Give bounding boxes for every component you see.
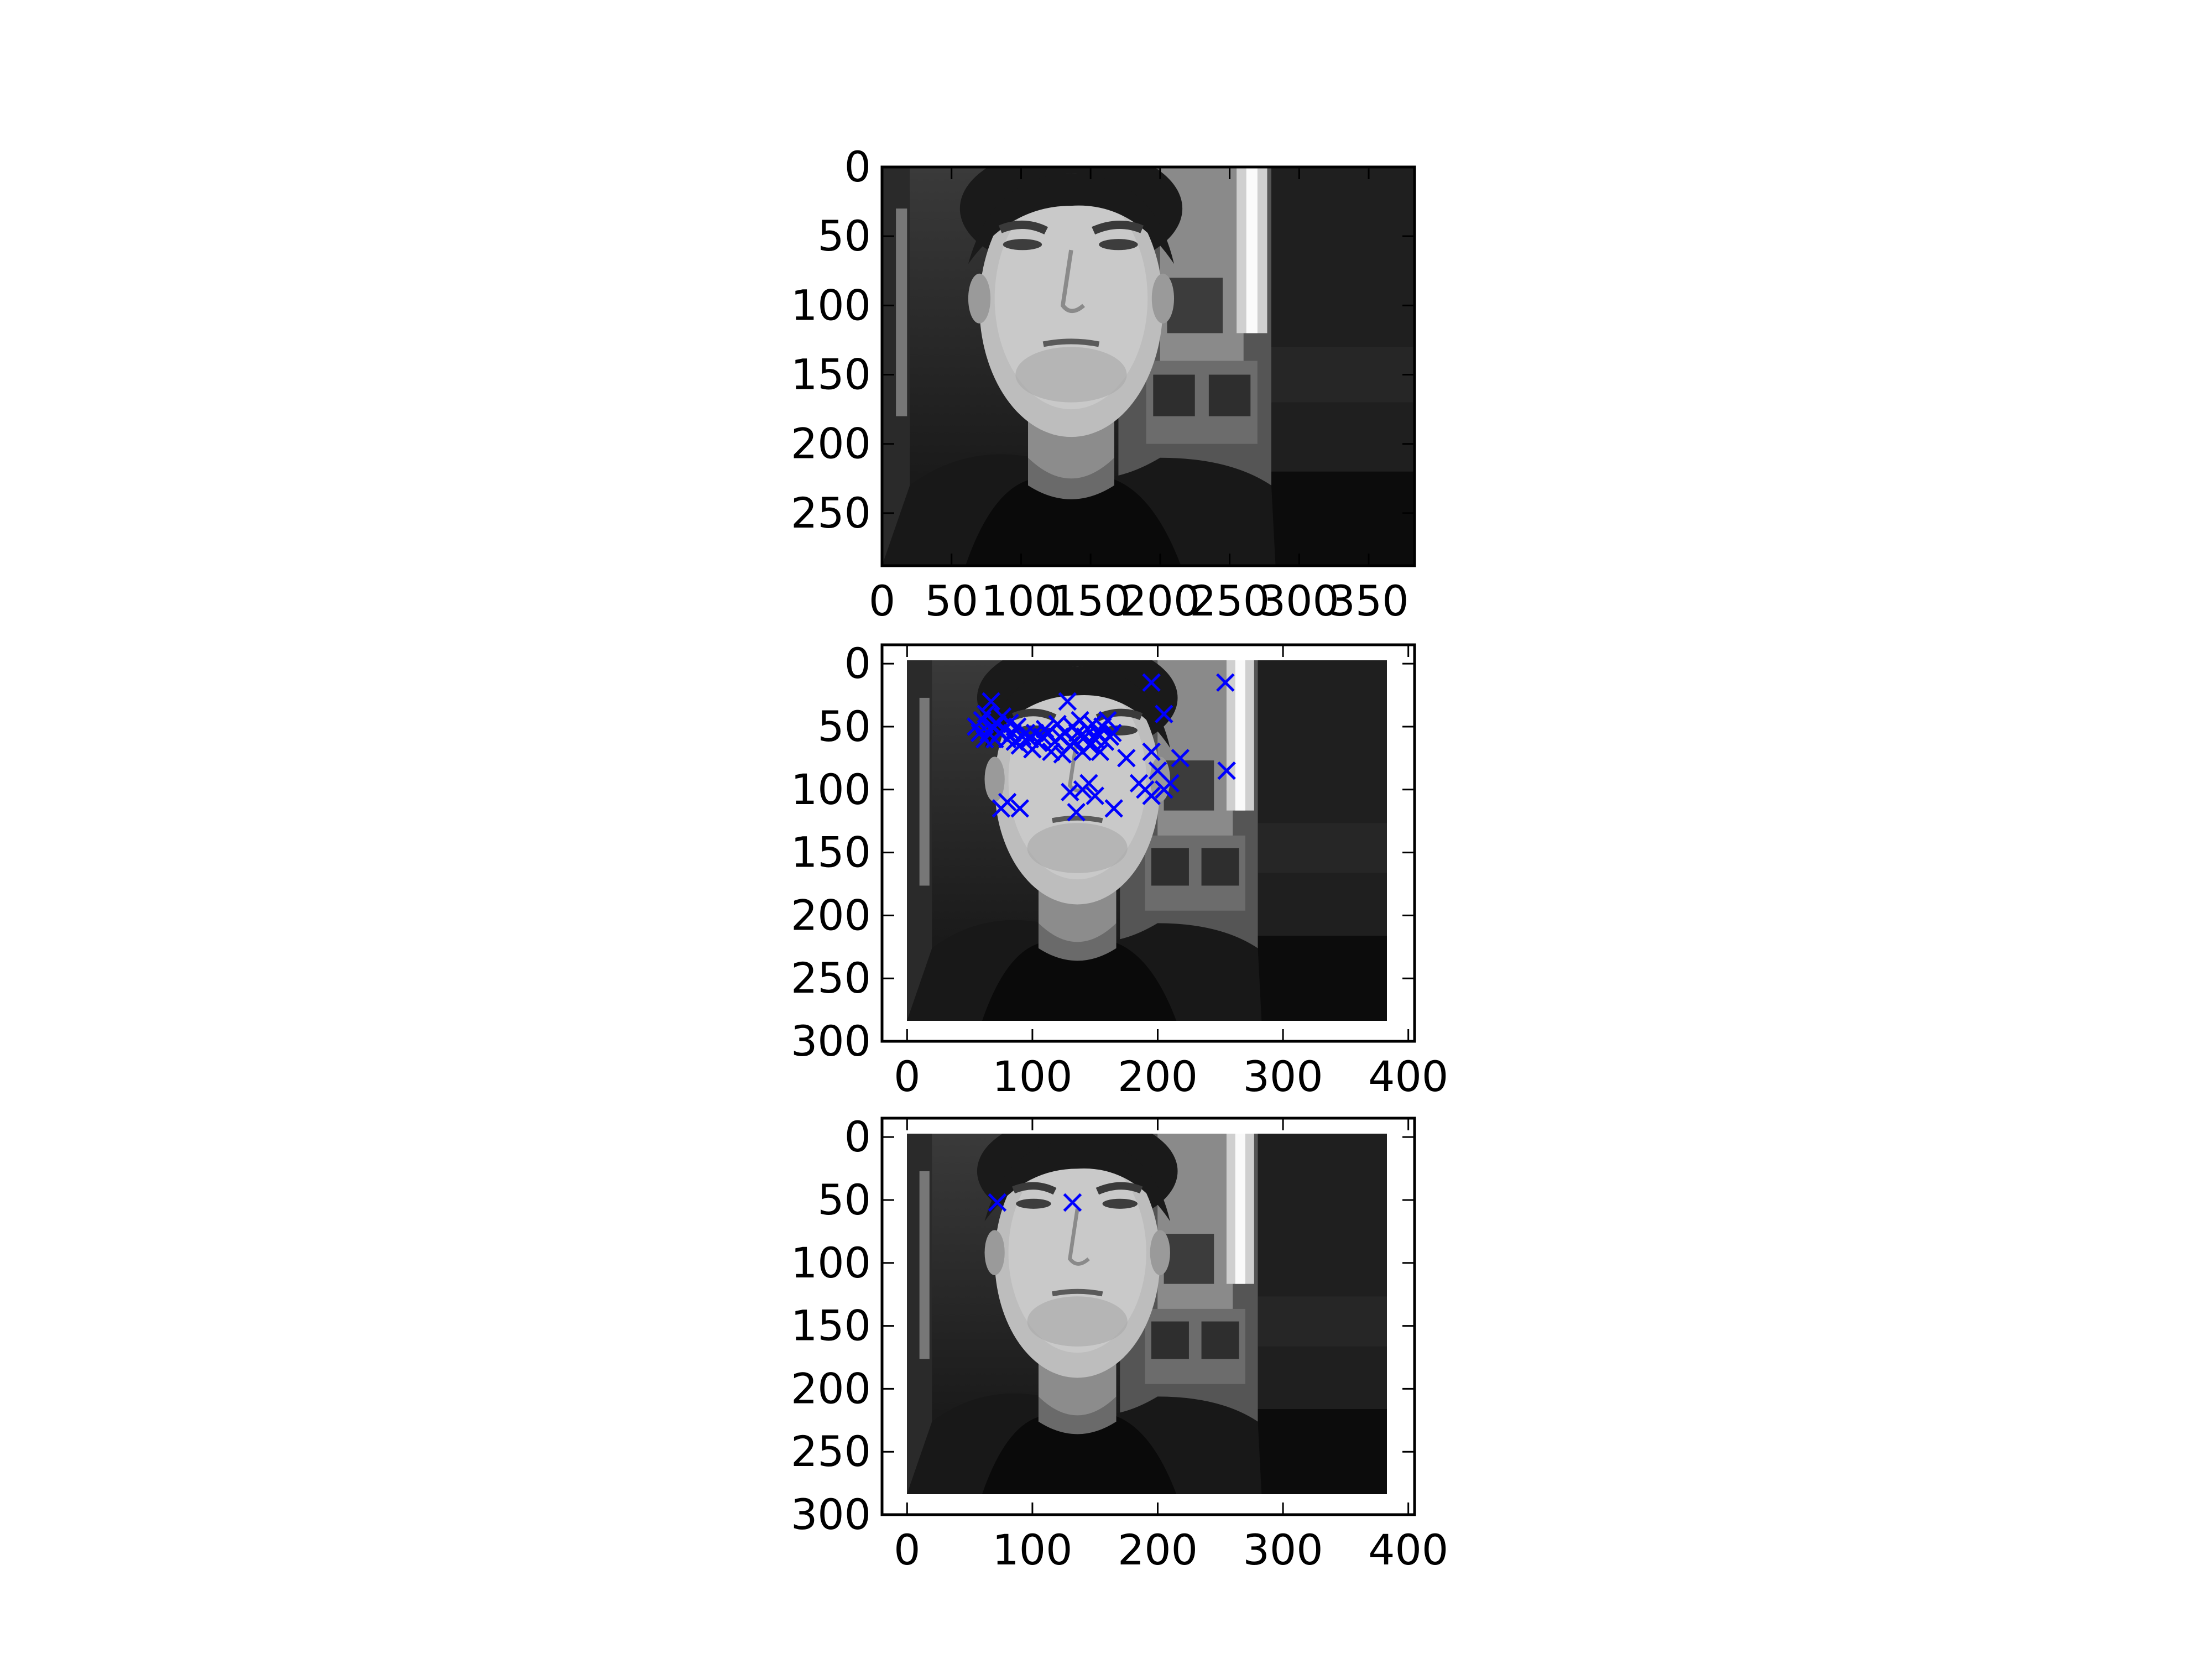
x-marker <box>1217 761 1236 780</box>
x-tick-label: 0 <box>894 1052 920 1101</box>
y-tick-label: 150 <box>791 828 871 877</box>
keypoint-markers <box>967 673 1236 822</box>
y-tick-label: 200 <box>791 890 871 940</box>
x-tick-label: 350 <box>1328 576 1408 625</box>
x-tick-label: 100 <box>992 1052 1072 1101</box>
face-image <box>907 1115 1387 1494</box>
face-image <box>882 146 1415 566</box>
x-marker <box>998 792 1017 812</box>
x-marker <box>1063 1193 1082 1212</box>
x-tick-label: 200 <box>1120 576 1200 625</box>
y-tick-label: 100 <box>791 280 871 330</box>
face-image <box>907 641 1387 1021</box>
panel-2: 0 50 100 150 200 250 300 0 100 200 300 400 <box>791 639 1448 1101</box>
x-tick-label: 400 <box>1368 1052 1448 1101</box>
x-tick-label: 300 <box>1243 1525 1323 1574</box>
y-tick-label: 50 <box>817 702 871 751</box>
x-marker <box>982 692 1000 711</box>
y-axis: 0 50 100 150 200 250 300 <box>791 1112 1415 1539</box>
x-marker <box>1155 705 1173 723</box>
x-tick-label: 300 <box>1259 576 1339 625</box>
y-tick-label: 300 <box>791 1490 871 1539</box>
y-tick-label: 200 <box>791 1364 871 1413</box>
x-marker <box>1104 799 1123 818</box>
y-tick-label: 150 <box>791 350 871 399</box>
y-tick-label: 50 <box>817 211 871 260</box>
x-tick-label: 300 <box>1243 1052 1323 1101</box>
x-marker <box>1142 786 1161 805</box>
x-tick-label: 250 <box>1190 576 1270 625</box>
x-marker <box>1142 742 1161 761</box>
x-tick-label: 400 <box>1368 1525 1448 1574</box>
x-axis: 0 100 200 300 400 <box>894 1118 1448 1574</box>
x-marker <box>1086 786 1104 805</box>
x-tick-label: 100 <box>981 576 1061 625</box>
y-tick-label: 0 <box>844 142 871 191</box>
x-marker <box>988 1193 1007 1212</box>
y-tick-label: 100 <box>791 1238 871 1287</box>
y-tick-label: 100 <box>791 765 871 814</box>
x-tick-label: 100 <box>992 1525 1072 1574</box>
x-marker <box>1103 723 1122 743</box>
x-tick-label: 150 <box>1051 576 1131 625</box>
y-axis: 0 50 100 150 200 250 <box>791 142 1415 538</box>
x-marker <box>1042 742 1061 761</box>
x-marker <box>1117 749 1136 768</box>
x-marker <box>1142 673 1161 692</box>
x-marker <box>1058 692 1077 711</box>
axes-frame <box>880 643 1416 1043</box>
y-tick-label: 300 <box>791 1016 871 1066</box>
y-tick-label: 250 <box>791 488 871 538</box>
x-marker <box>1091 742 1110 761</box>
x-tick-label: 0 <box>894 1525 920 1574</box>
y-tick-label: 0 <box>844 1112 871 1161</box>
x-marker <box>1067 802 1086 822</box>
x-tick-label: 200 <box>1118 1052 1198 1101</box>
x-marker <box>1171 749 1190 768</box>
x-marker <box>1216 673 1235 692</box>
axes-frame <box>880 1117 1416 1516</box>
x-marker <box>1155 780 1173 799</box>
x-axis: 0 100 200 300 400 <box>894 645 1448 1101</box>
x-marker <box>1079 774 1098 793</box>
eye-markers <box>988 1193 1082 1212</box>
y-tick-label: 0 <box>844 639 871 688</box>
x-tick-label: 0 <box>869 576 895 625</box>
y-tick-label: 200 <box>791 419 871 468</box>
y-tick-label: 150 <box>791 1301 871 1350</box>
axes-frame <box>880 165 1416 567</box>
y-tick-label: 50 <box>817 1175 871 1224</box>
x-marker <box>1010 799 1030 818</box>
y-tick-label: 250 <box>791 953 871 1003</box>
panel-3: 0 50 100 150 200 250 300 0 100 200 300 400 <box>791 1112 1448 1574</box>
x-tick-label: 50 <box>925 576 978 625</box>
y-axis: 0 50 100 150 200 250 300 <box>791 639 1415 1066</box>
y-tick-label: 250 <box>791 1427 871 1476</box>
x-marker <box>1098 711 1117 730</box>
x-tick-label: 200 <box>1118 1525 1198 1574</box>
